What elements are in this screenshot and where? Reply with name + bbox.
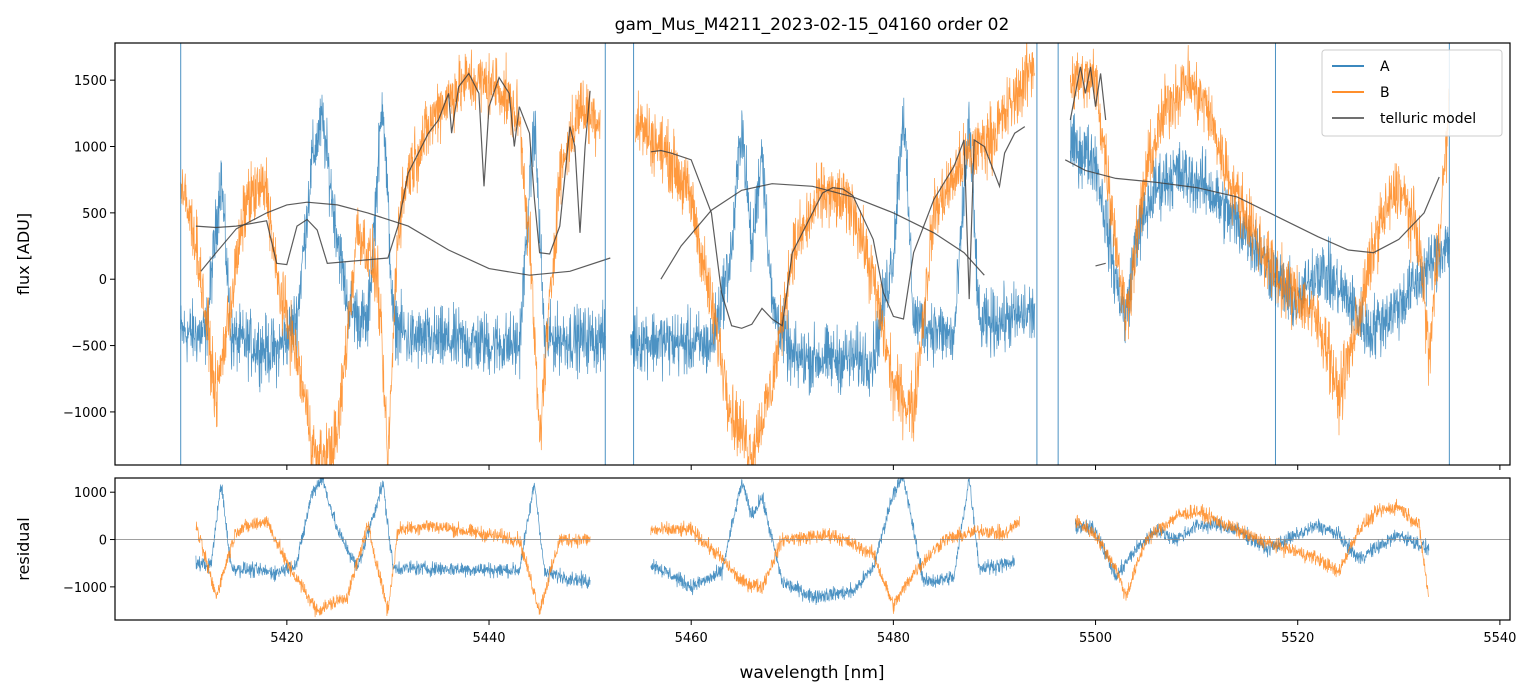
top-y-tick-label: −500 [71, 340, 107, 355]
residual-axes-frame [114, 477, 1511, 621]
residual-y-tick-label: −1000 [63, 581, 107, 596]
top-y-axis-label: flux [ADU] [14, 213, 33, 295]
residual-y-tick-label: 1000 [74, 486, 107, 501]
legend-box [1321, 49, 1503, 137]
x-tick-label: 5460 [675, 631, 708, 646]
legend-label-telluric: telluric model [1380, 111, 1476, 127]
residual-y-ticks: −1000 0 1000 [63, 486, 115, 596]
residual-series-layer [115, 478, 1510, 618]
top-y-tick-label: 0 [99, 273, 107, 288]
legend-label-a: A [1380, 59, 1390, 75]
series-b-line [180, 43, 1450, 465]
x-tick-label: 5480 [877, 631, 910, 646]
x-ticks: 5420 5440 5460 5480 5500 5520 5540 [270, 465, 1516, 646]
x-tick-label: 5540 [1483, 631, 1516, 646]
x-tick-label: 5520 [1281, 631, 1314, 646]
top-y-tick-label: 500 [82, 207, 107, 222]
telluric-model-a-line [200, 159, 1440, 280]
legend: A B telluric model [1321, 49, 1503, 137]
x-tick-label: 5440 [472, 631, 505, 646]
residual-b-line [195, 498, 1429, 618]
top-y-tick-label: 1500 [74, 74, 107, 89]
x-tick-label: 5420 [270, 631, 303, 646]
telluric-model-b-line [195, 66, 1107, 329]
legend-label-b: B [1380, 85, 1390, 101]
top-y-tick-label: −1000 [63, 406, 107, 421]
residual-y-tick-label: 0 [99, 534, 107, 549]
top-axes-frame [114, 42, 1511, 466]
x-tick-label: 5500 [1079, 631, 1112, 646]
top-y-tick-label: 1000 [74, 141, 107, 156]
top-y-ticks: −1000 −500 0 500 1000 1500 [63, 74, 115, 421]
x-axis-label: wavelength [nm] [739, 663, 884, 683]
chart-title: gam_Mus_M4211_2023-02-15_04160 order 02 [615, 15, 1010, 35]
residual-y-axis-label: residual [14, 517, 33, 580]
